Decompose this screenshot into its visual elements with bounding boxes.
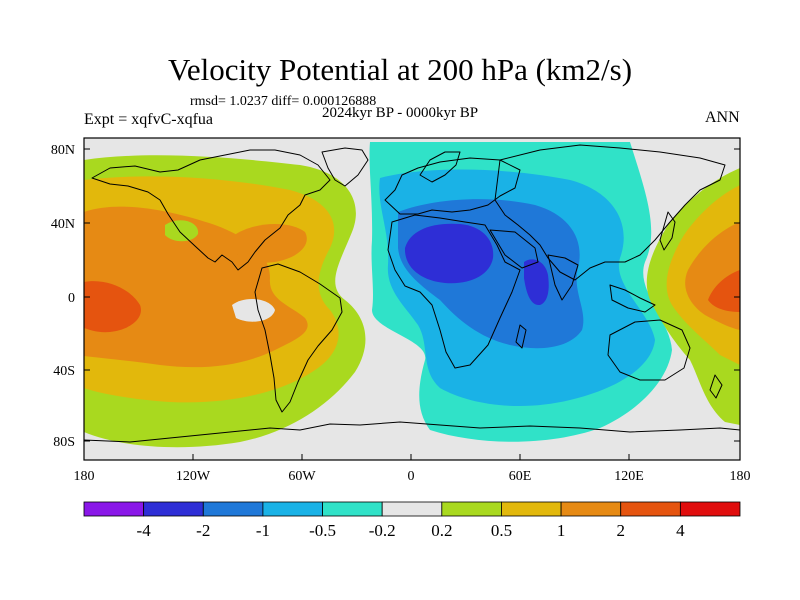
coast-madagascar <box>515 324 527 349</box>
colorbar-swatch <box>202 501 264 517</box>
colorbar-label: -2 <box>196 521 210 540</box>
contour-band-2-4-west <box>84 281 141 333</box>
x-tick-label: 180 <box>74 469 95 484</box>
coast-north-america <box>91 149 331 271</box>
coast-maritime-continent <box>609 284 656 313</box>
x-tick-label: 120E <box>614 469 644 484</box>
season-label: ANN <box>705 109 740 126</box>
experiment-label: Expt = xqfvC-xqfua <box>84 111 213 128</box>
contour-band-caribbean <box>232 223 307 263</box>
y-tick-label: 80N <box>51 143 75 158</box>
colorbar-label: 1 <box>557 521 566 540</box>
colorbar-swatch <box>620 501 681 517</box>
coast-asia <box>494 144 726 281</box>
colorbar-swatch <box>560 501 622 517</box>
colorbar-label: -4 <box>137 521 152 540</box>
plot-title: Velocity Potential at 200 hPa (km2/s) <box>167 52 633 87</box>
colorbar: -4 -2 -1 -0.5 -0.2 0.2 0.5 1 2 4 <box>83 501 741 540</box>
x-tick-label: 0 <box>408 469 415 484</box>
colorbar-label: -0.5 <box>309 521 336 540</box>
coast-arabia <box>489 229 539 269</box>
y-tick-label: 40N <box>51 217 75 232</box>
y-tick-label: 80S <box>53 435 75 450</box>
colorbar-swatch <box>441 501 502 517</box>
plot-frame <box>83 137 741 461</box>
x-tick-marks <box>83 454 741 460</box>
colorbar-swatch <box>501 501 562 517</box>
contour-band-lowpatch-samerica <box>232 298 275 322</box>
colorbar-label: 4 <box>676 521 685 540</box>
coast-new-zealand <box>709 374 723 399</box>
colorbar-swatch <box>381 501 443 517</box>
coast-japan <box>659 211 676 251</box>
colorbar-swatch <box>679 501 741 517</box>
x-tick-label: 120W <box>176 469 211 484</box>
x-tick-label: 60W <box>288 469 316 484</box>
coastlines <box>84 144 740 443</box>
coast-australia <box>607 319 691 381</box>
y-tick-marks <box>84 148 740 442</box>
colorbar-label: -1 <box>256 521 270 540</box>
coast-south-america <box>254 263 343 413</box>
contour-field <box>84 142 740 448</box>
colorbar-label: -0.2 <box>369 521 396 540</box>
colorbar-label: 0.2 <box>431 521 452 540</box>
contour-band--4--2-africa <box>404 223 494 284</box>
colorbar-swatch <box>322 501 383 517</box>
contour-band--4--2-arabiansea <box>524 259 549 306</box>
colorbar-swatch <box>262 501 323 517</box>
coast-scandinavia <box>419 151 461 183</box>
contour-band-lowpatch-nepac <box>165 220 199 242</box>
colorbar-swatch <box>143 501 204 517</box>
coast-antarctica <box>84 421 740 443</box>
x-tick-label: 60E <box>509 469 532 484</box>
y-tick-label: 40S <box>53 364 75 379</box>
colorbar-label: 0.5 <box>491 521 512 540</box>
colorbar-swatch <box>83 501 145 517</box>
coast-india <box>547 254 579 301</box>
coast-greenland <box>321 147 369 187</box>
period-subtitle: 2024kyr BP - 0000kyr BP <box>321 105 479 121</box>
rmsd-diff-stats: rmsd= 1.0237 diff= 0.000126888 <box>190 94 377 109</box>
coast-africa <box>387 214 521 369</box>
y-tick-label: 0 <box>68 291 75 306</box>
coast-europe <box>384 157 521 215</box>
x-tick-label: 180 <box>730 469 751 484</box>
colorbar-label: 2 <box>616 521 625 540</box>
contour-band-2-4-epac <box>708 270 740 312</box>
